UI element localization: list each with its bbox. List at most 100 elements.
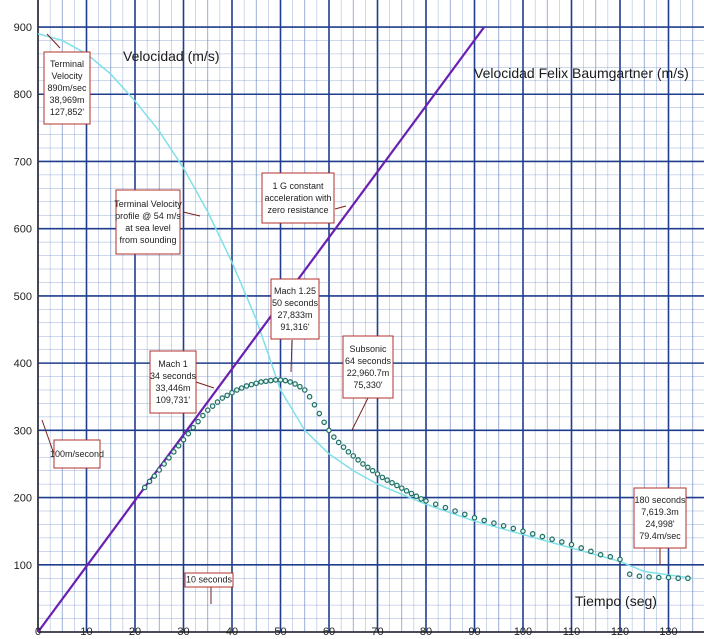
annotation-box bbox=[149, 350, 197, 414]
x-tick-label: 120 bbox=[611, 626, 629, 638]
measured-point bbox=[248, 381, 255, 388]
x-tick-label: 10 bbox=[80, 626, 92, 638]
measured-point bbox=[350, 453, 357, 459]
measured-point bbox=[369, 467, 376, 474]
measured-velocity-series bbox=[141, 377, 691, 582]
measured-point bbox=[510, 525, 517, 532]
annotation-terminal-velocity: Terminal Velocity 890m/sec 38,969m 127,852' bbox=[43, 33, 91, 125]
annotation-one-g: 1 G constant acceleration with zero resist… bbox=[261, 172, 347, 224]
measured-point bbox=[272, 377, 279, 383]
measured-point bbox=[229, 389, 235, 396]
measured-point bbox=[253, 380, 260, 387]
measured-point bbox=[161, 461, 167, 467]
measured-point bbox=[258, 379, 264, 385]
measured-point bbox=[389, 479, 395, 486]
x-tick-label: 50 bbox=[274, 626, 286, 638]
terminal-velocity-series bbox=[37, 33, 693, 579]
annotation-text: 50 seconds bbox=[272, 298, 319, 308]
annotation-box bbox=[115, 189, 181, 255]
annotation-text: Terminal Velocity bbox=[114, 199, 182, 209]
measured-point bbox=[398, 485, 405, 491]
terminal-velocity-line bbox=[37, 33, 693, 579]
annotations: TerminalVelocity890m/sec38,969m127,852'T… bbox=[41, 33, 687, 604]
measured-point bbox=[340, 444, 347, 450]
annotation-text: acceleration with bbox=[264, 193, 331, 203]
annotation-text: at sea level bbox=[125, 223, 171, 233]
measured-point bbox=[665, 574, 672, 581]
annotation-text: 75,330' bbox=[353, 380, 383, 390]
measured-point bbox=[452, 508, 458, 514]
constant-g-line bbox=[37, 26, 486, 633]
annotation-leader bbox=[41, 419, 55, 455]
annotation-leader bbox=[351, 397, 369, 431]
measured-point bbox=[171, 449, 177, 455]
x-axis-label: Tiempo (seg) bbox=[575, 593, 657, 609]
annotation-text: from sounding bbox=[119, 235, 176, 245]
measured-point bbox=[204, 407, 211, 413]
measured-point bbox=[491, 520, 497, 526]
annotation-text: Velocity bbox=[51, 71, 83, 81]
measured-point bbox=[301, 387, 308, 393]
measured-point bbox=[418, 496, 424, 502]
measured-point bbox=[345, 449, 352, 455]
measured-point bbox=[306, 393, 313, 400]
measured-point bbox=[214, 399, 221, 405]
measured-point bbox=[156, 467, 163, 473]
x-tick-label: 90 bbox=[468, 626, 480, 638]
x-tick-label: 130 bbox=[659, 626, 677, 638]
annotation-speed-scale: 100m/second bbox=[41, 419, 104, 469]
annotation-text: Terminal bbox=[50, 59, 84, 69]
annotation-final-point: 180 seconds 7,619.3m 24,998' 79.4m/sec bbox=[633, 487, 687, 565]
annotation-leader bbox=[195, 381, 215, 389]
x-tick-label: 100 bbox=[514, 626, 532, 638]
measured-point bbox=[335, 439, 342, 446]
measured-point bbox=[471, 514, 478, 521]
x-tick-label: 40 bbox=[226, 626, 238, 638]
annotation-text: 38,969m bbox=[49, 95, 84, 105]
annotation-box bbox=[43, 51, 91, 125]
y-tick-label: 500 bbox=[14, 291, 32, 303]
measured-point bbox=[408, 490, 415, 497]
measured-point bbox=[384, 477, 391, 483]
y-tick-label: 700 bbox=[14, 156, 32, 168]
measured-point bbox=[282, 377, 289, 384]
annotation-text: 127,852' bbox=[50, 107, 85, 117]
y-tick-label: 200 bbox=[14, 493, 32, 505]
annotation-text: 10 seconds bbox=[186, 575, 233, 585]
y-tick-label: 300 bbox=[14, 425, 32, 437]
annotation-text: 180 seconds bbox=[634, 495, 686, 505]
measured-point bbox=[311, 401, 318, 408]
annotation-terminal-profile: Terminal Velocity profile @ 54 m/s at sea … bbox=[114, 189, 201, 255]
annotation-text: 79.4m/sec bbox=[639, 531, 681, 541]
measured-point bbox=[578, 545, 585, 551]
measured-point bbox=[432, 501, 439, 508]
y-axis-label: Velocidad (m/s) bbox=[123, 48, 219, 64]
measured-point bbox=[200, 412, 206, 419]
measured-point bbox=[321, 419, 327, 426]
x-tick-label: 30 bbox=[177, 626, 189, 638]
measured-point bbox=[209, 403, 216, 409]
x-tick-label: 60 bbox=[323, 626, 335, 638]
measured-point bbox=[655, 574, 662, 581]
x-tick-label: 110 bbox=[563, 626, 581, 638]
measured-point bbox=[597, 551, 604, 558]
annotation-text: 100m/second bbox=[50, 449, 104, 459]
y-tick-label: 800 bbox=[14, 89, 32, 101]
measured-point bbox=[277, 377, 284, 383]
measured-point bbox=[685, 575, 691, 582]
measured-point bbox=[243, 383, 250, 389]
annotation-text: profile @ 54 m/s bbox=[115, 211, 181, 221]
measured-point bbox=[180, 436, 187, 443]
annotation-box bbox=[261, 172, 335, 224]
measured-point bbox=[219, 395, 226, 401]
measured-point bbox=[316, 410, 323, 417]
measured-point bbox=[175, 443, 182, 449]
measured-point bbox=[287, 379, 294, 385]
annotation-text: 64 seconds bbox=[345, 356, 392, 366]
measured-point bbox=[195, 418, 201, 425]
annotation-text: Mach 1 bbox=[158, 359, 188, 369]
annotation-mach-1: Mach 1 34 seconds 33,446m 109,731' bbox=[149, 350, 215, 414]
annotation-mach-125: Mach 1.25 50 seconds 27,833m 91,316' bbox=[270, 278, 320, 373]
measured-point bbox=[607, 553, 614, 560]
